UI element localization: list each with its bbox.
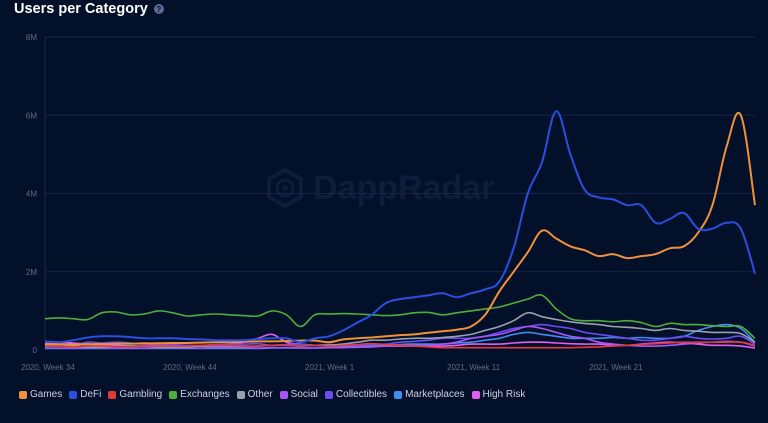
legend-label: Social (290, 389, 318, 400)
legend-swatch (169, 390, 178, 399)
x-tick-label: 2020, Week 34 (21, 363, 75, 372)
legend-swatch (108, 390, 117, 399)
legend-item-exchanges[interactable]: Exchanges (169, 389, 230, 400)
legend-label: Exchanges (180, 389, 230, 400)
legend-label: High Risk (482, 389, 526, 400)
legend-swatch (279, 390, 288, 399)
series-line-defi[interactable] (44, 110, 756, 344)
x-axis-ticks: 2020, Week 34 2020, Week 44 2021, Week 1 20… (21, 363, 643, 372)
legend-swatch (324, 390, 333, 399)
chart-title-text: Users per Category (14, 1, 148, 17)
legend-label: Marketplaces (405, 389, 465, 400)
legend-item-gambling[interactable]: Gambling (108, 389, 162, 400)
question-circle-icon[interactable]: ? (153, 4, 164, 14)
legend-label: Other (247, 389, 273, 400)
legend-swatch (471, 390, 480, 399)
legend-label: Gambling (119, 389, 163, 400)
legend-label: Games (30, 389, 63, 400)
legend-item-games[interactable]: Games (19, 389, 62, 400)
legend-item-high-risk[interactable]: High Risk (471, 389, 526, 400)
legend-label: Collectibles (335, 389, 388, 400)
x-tick-label: 2021, Week 1 (305, 363, 355, 372)
legend: Games DeFi Gambling Exchanges Other Social Col… (19, 389, 532, 400)
legend-swatch (19, 390, 27, 399)
line-chart: 8M 6M 4M 2M 0 2020, Week 34 2020, Week 44 2021… (21, 33, 756, 372)
dappradar-logo-icon (267, 168, 303, 208)
x-tick-label: 2021, Week 11 (447, 363, 501, 372)
legend-swatch (394, 390, 403, 399)
x-tick-label: 2020, Week 44 (163, 363, 217, 372)
chart-title: Users per Category ? (14, 1, 164, 17)
legend-swatch (69, 390, 78, 399)
x-tick-label: 2021, Week 21 (589, 363, 643, 372)
series-line-gambling[interactable] (44, 341, 756, 349)
series-line-exchanges[interactable] (44, 294, 756, 339)
series-line-games[interactable] (45, 111, 756, 346)
series-lines (44, 110, 756, 350)
legend-label: DeFi (80, 389, 102, 400)
legend-item-marketplaces[interactable]: Marketplaces (394, 389, 465, 400)
y-tick-label: 2M (26, 268, 37, 277)
legend-item-collectibles[interactable]: Collectibles (324, 389, 388, 400)
series-line-other[interactable] (45, 311, 756, 348)
y-tick-label: 0 (33, 346, 38, 355)
y-tick-label: 6M (26, 111, 37, 120)
watermark-text: DappRadar (313, 168, 495, 207)
legend-swatch (236, 390, 245, 399)
y-tick-label: 4M (26, 190, 37, 199)
grid-lines (44, 36, 755, 350)
legend-item-other[interactable]: Other (236, 389, 273, 400)
dappradar-watermark: DappRadar (265, 168, 494, 208)
legend-item-social[interactable]: Social (279, 389, 318, 400)
legend-item-defi[interactable]: DeFi (69, 389, 101, 400)
y-axis-ticks: 8M 6M 4M 2M 0 (26, 33, 38, 355)
y-tick-label: 8M (26, 33, 37, 42)
